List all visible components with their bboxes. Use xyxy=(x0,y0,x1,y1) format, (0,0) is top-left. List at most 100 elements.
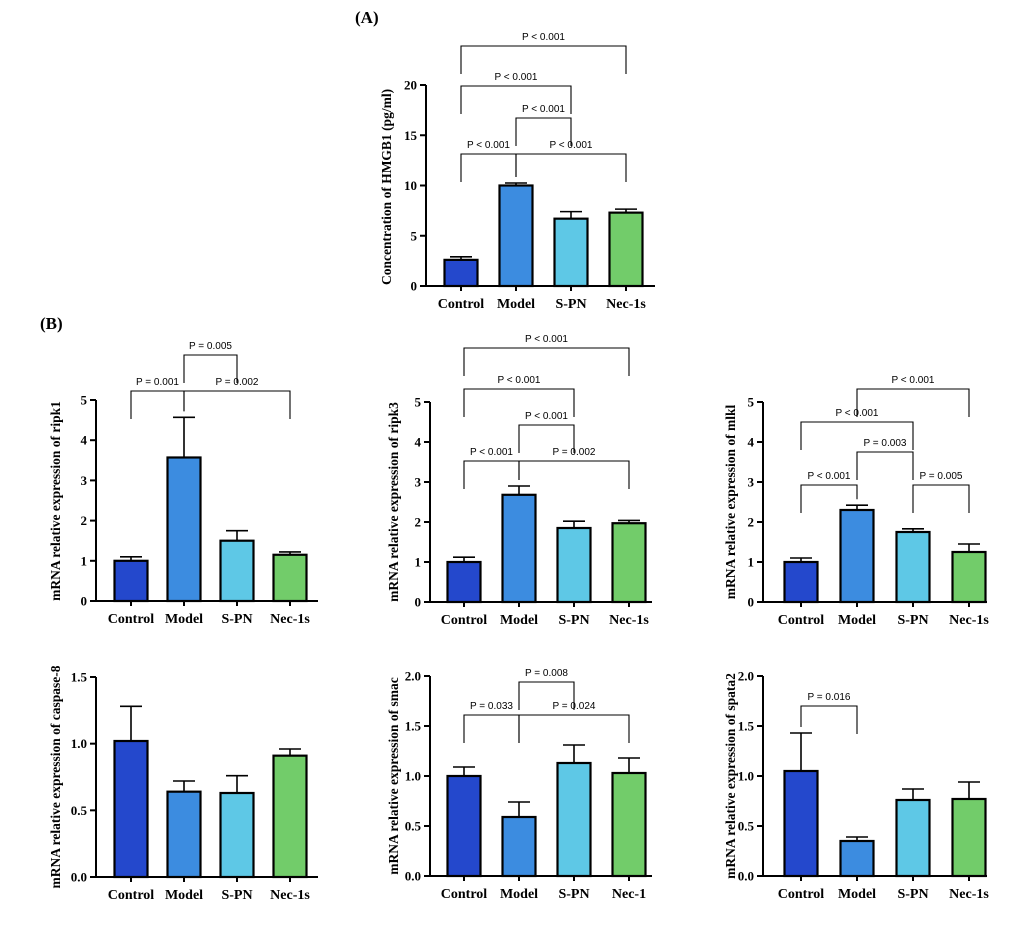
significance-bracket xyxy=(463,714,520,743)
y-tick-label: 1.0 xyxy=(738,769,754,784)
y-tick-label: 0 xyxy=(415,595,422,610)
bar-s-pn xyxy=(556,761,592,878)
p-value-label: P = 0.008 xyxy=(525,668,568,679)
y-tick-label: 0.0 xyxy=(405,869,421,884)
x-tick-label: Control xyxy=(778,887,825,902)
p-value-label: P < 0.001 xyxy=(467,140,510,151)
bar-s-pn xyxy=(219,791,255,879)
p-value-label: P < 0.001 xyxy=(550,140,593,151)
y-tick-label: 4 xyxy=(415,435,422,450)
p-value-label: P < 0.001 xyxy=(498,375,541,386)
significance-bracket xyxy=(460,153,517,182)
y-tick-label: 1.5 xyxy=(71,670,88,685)
bar-nec-1s xyxy=(951,550,987,604)
bar-s-pn xyxy=(895,530,931,604)
y-tick-label: 1.5 xyxy=(738,719,755,734)
bar-model xyxy=(501,493,537,604)
significance-bracket xyxy=(183,354,238,383)
y-tick-label: 0 xyxy=(81,594,88,609)
significance-bracket xyxy=(912,484,970,513)
x-tick-label: S-PN xyxy=(221,888,252,903)
y-tick-label: 3 xyxy=(81,473,88,488)
x-tick-label: S-PN xyxy=(897,887,928,902)
chart-hmgb1: 0 5 10 15 20 Concentration of HMGB1 (pg/ml) Co… xyxy=(379,32,655,312)
significance-bracket xyxy=(515,153,627,182)
p-value-label: P = 0.024 xyxy=(553,701,596,712)
bar-s-pn xyxy=(895,798,931,878)
y-tick-label: 2 xyxy=(415,515,422,530)
y-axis-title: mRNA relative expression of spata2 xyxy=(723,673,738,879)
chart-mlkl: 0 1 2 3 4 5 mRNA relative expression of mlkl Co… xyxy=(723,375,989,628)
x-tick-label: Model xyxy=(500,613,538,628)
bar-control xyxy=(783,769,819,878)
y-tick-label: 0.5 xyxy=(738,819,755,834)
y-axis-title: mRNA relative expression of caspase-8 xyxy=(48,665,63,888)
bar-model xyxy=(166,456,202,603)
y-tick-label: 1.5 xyxy=(405,719,422,734)
bar-model xyxy=(839,839,875,878)
y-tick-label: 1 xyxy=(415,555,422,570)
x-tick-label: Nec-1s xyxy=(949,887,989,902)
y-tick-label: 0.0 xyxy=(71,870,87,885)
significance-bracket xyxy=(183,390,291,419)
bar-s-pn xyxy=(219,539,255,603)
y-tick-label: 2 xyxy=(81,513,88,528)
p-value-label: P = 0.033 xyxy=(470,701,513,712)
bar-s-pn xyxy=(556,526,592,604)
significance-bracket xyxy=(856,451,914,480)
x-tick-label: Nec-1s xyxy=(609,613,649,628)
bar-nec-1s xyxy=(951,797,987,878)
bar-control xyxy=(443,258,479,288)
x-tick-label: Control xyxy=(441,613,488,628)
p-value-label: P = 0.005 xyxy=(189,341,232,352)
p-value-label: P < 0.001 xyxy=(525,334,568,345)
y-tick-label: 4 xyxy=(748,435,755,450)
y-tick-label: 3 xyxy=(748,475,755,490)
chart-smac: 0.0 0.5 1.0 1.5 2.0 mRNA relative expression … xyxy=(386,668,652,902)
p-value-label: P = 0.002 xyxy=(553,447,596,458)
y-tick-label: 10 xyxy=(404,178,417,193)
chart-caspase8: 0.0 0.5 1.0 1.5 mRNA relative expression of … xyxy=(48,665,318,903)
significance-bracket xyxy=(463,460,520,489)
y-tick-label: 0 xyxy=(411,279,418,294)
x-tick-label: S-PN xyxy=(558,887,589,902)
p-value-label: P = 0.001 xyxy=(136,377,179,388)
y-tick-label: 1.0 xyxy=(71,736,87,751)
p-value-label: P < 0.001 xyxy=(470,447,513,458)
bar-nec-1s xyxy=(608,211,644,288)
significance-bracket xyxy=(130,390,185,419)
bar-control xyxy=(446,560,482,604)
significance-bracket xyxy=(800,421,914,450)
panel-label-a: (A) xyxy=(355,8,379,27)
x-tick-label: Nec-1s xyxy=(606,297,646,312)
y-tick-label: 5 xyxy=(411,228,418,243)
x-tick-label: Nec-1s xyxy=(270,612,310,627)
y-tick-label: 0 xyxy=(748,595,755,610)
y-axis-title: mRNA relative expression of ripk1 xyxy=(48,401,63,601)
y-tick-label: 2.0 xyxy=(405,669,421,684)
y-tick-label: 5 xyxy=(415,395,422,410)
significance-bracket xyxy=(463,347,630,376)
x-tick-label: Model xyxy=(165,888,203,903)
x-tick-label: Control xyxy=(108,612,155,627)
chart-ripk1: 0 1 2 3 4 5 mRNA relative expression of ripk1 C… xyxy=(48,341,318,627)
p-value-label: P = 0.005 xyxy=(920,471,963,482)
x-tick-label: Nec-1s xyxy=(270,888,310,903)
significance-bracket xyxy=(518,424,575,453)
x-tick-label: Model xyxy=(497,297,535,312)
y-tick-label: 1 xyxy=(81,553,88,568)
y-axis-title: mRNA relative expression of smac xyxy=(386,677,401,874)
p-value-label: P = 0.016 xyxy=(808,692,851,703)
bar-model xyxy=(501,815,537,878)
bar-s-pn xyxy=(553,217,589,288)
significance-bracket xyxy=(518,714,630,743)
x-tick-label: Nec-1 xyxy=(612,887,646,902)
y-tick-label: 0.5 xyxy=(71,803,88,818)
significance-bracket xyxy=(518,460,630,489)
bar-model xyxy=(839,508,875,604)
bar-nec-1 xyxy=(611,771,647,878)
x-tick-label: Model xyxy=(838,613,876,628)
bar-model xyxy=(166,790,202,879)
bar-nec-1s xyxy=(272,553,308,603)
